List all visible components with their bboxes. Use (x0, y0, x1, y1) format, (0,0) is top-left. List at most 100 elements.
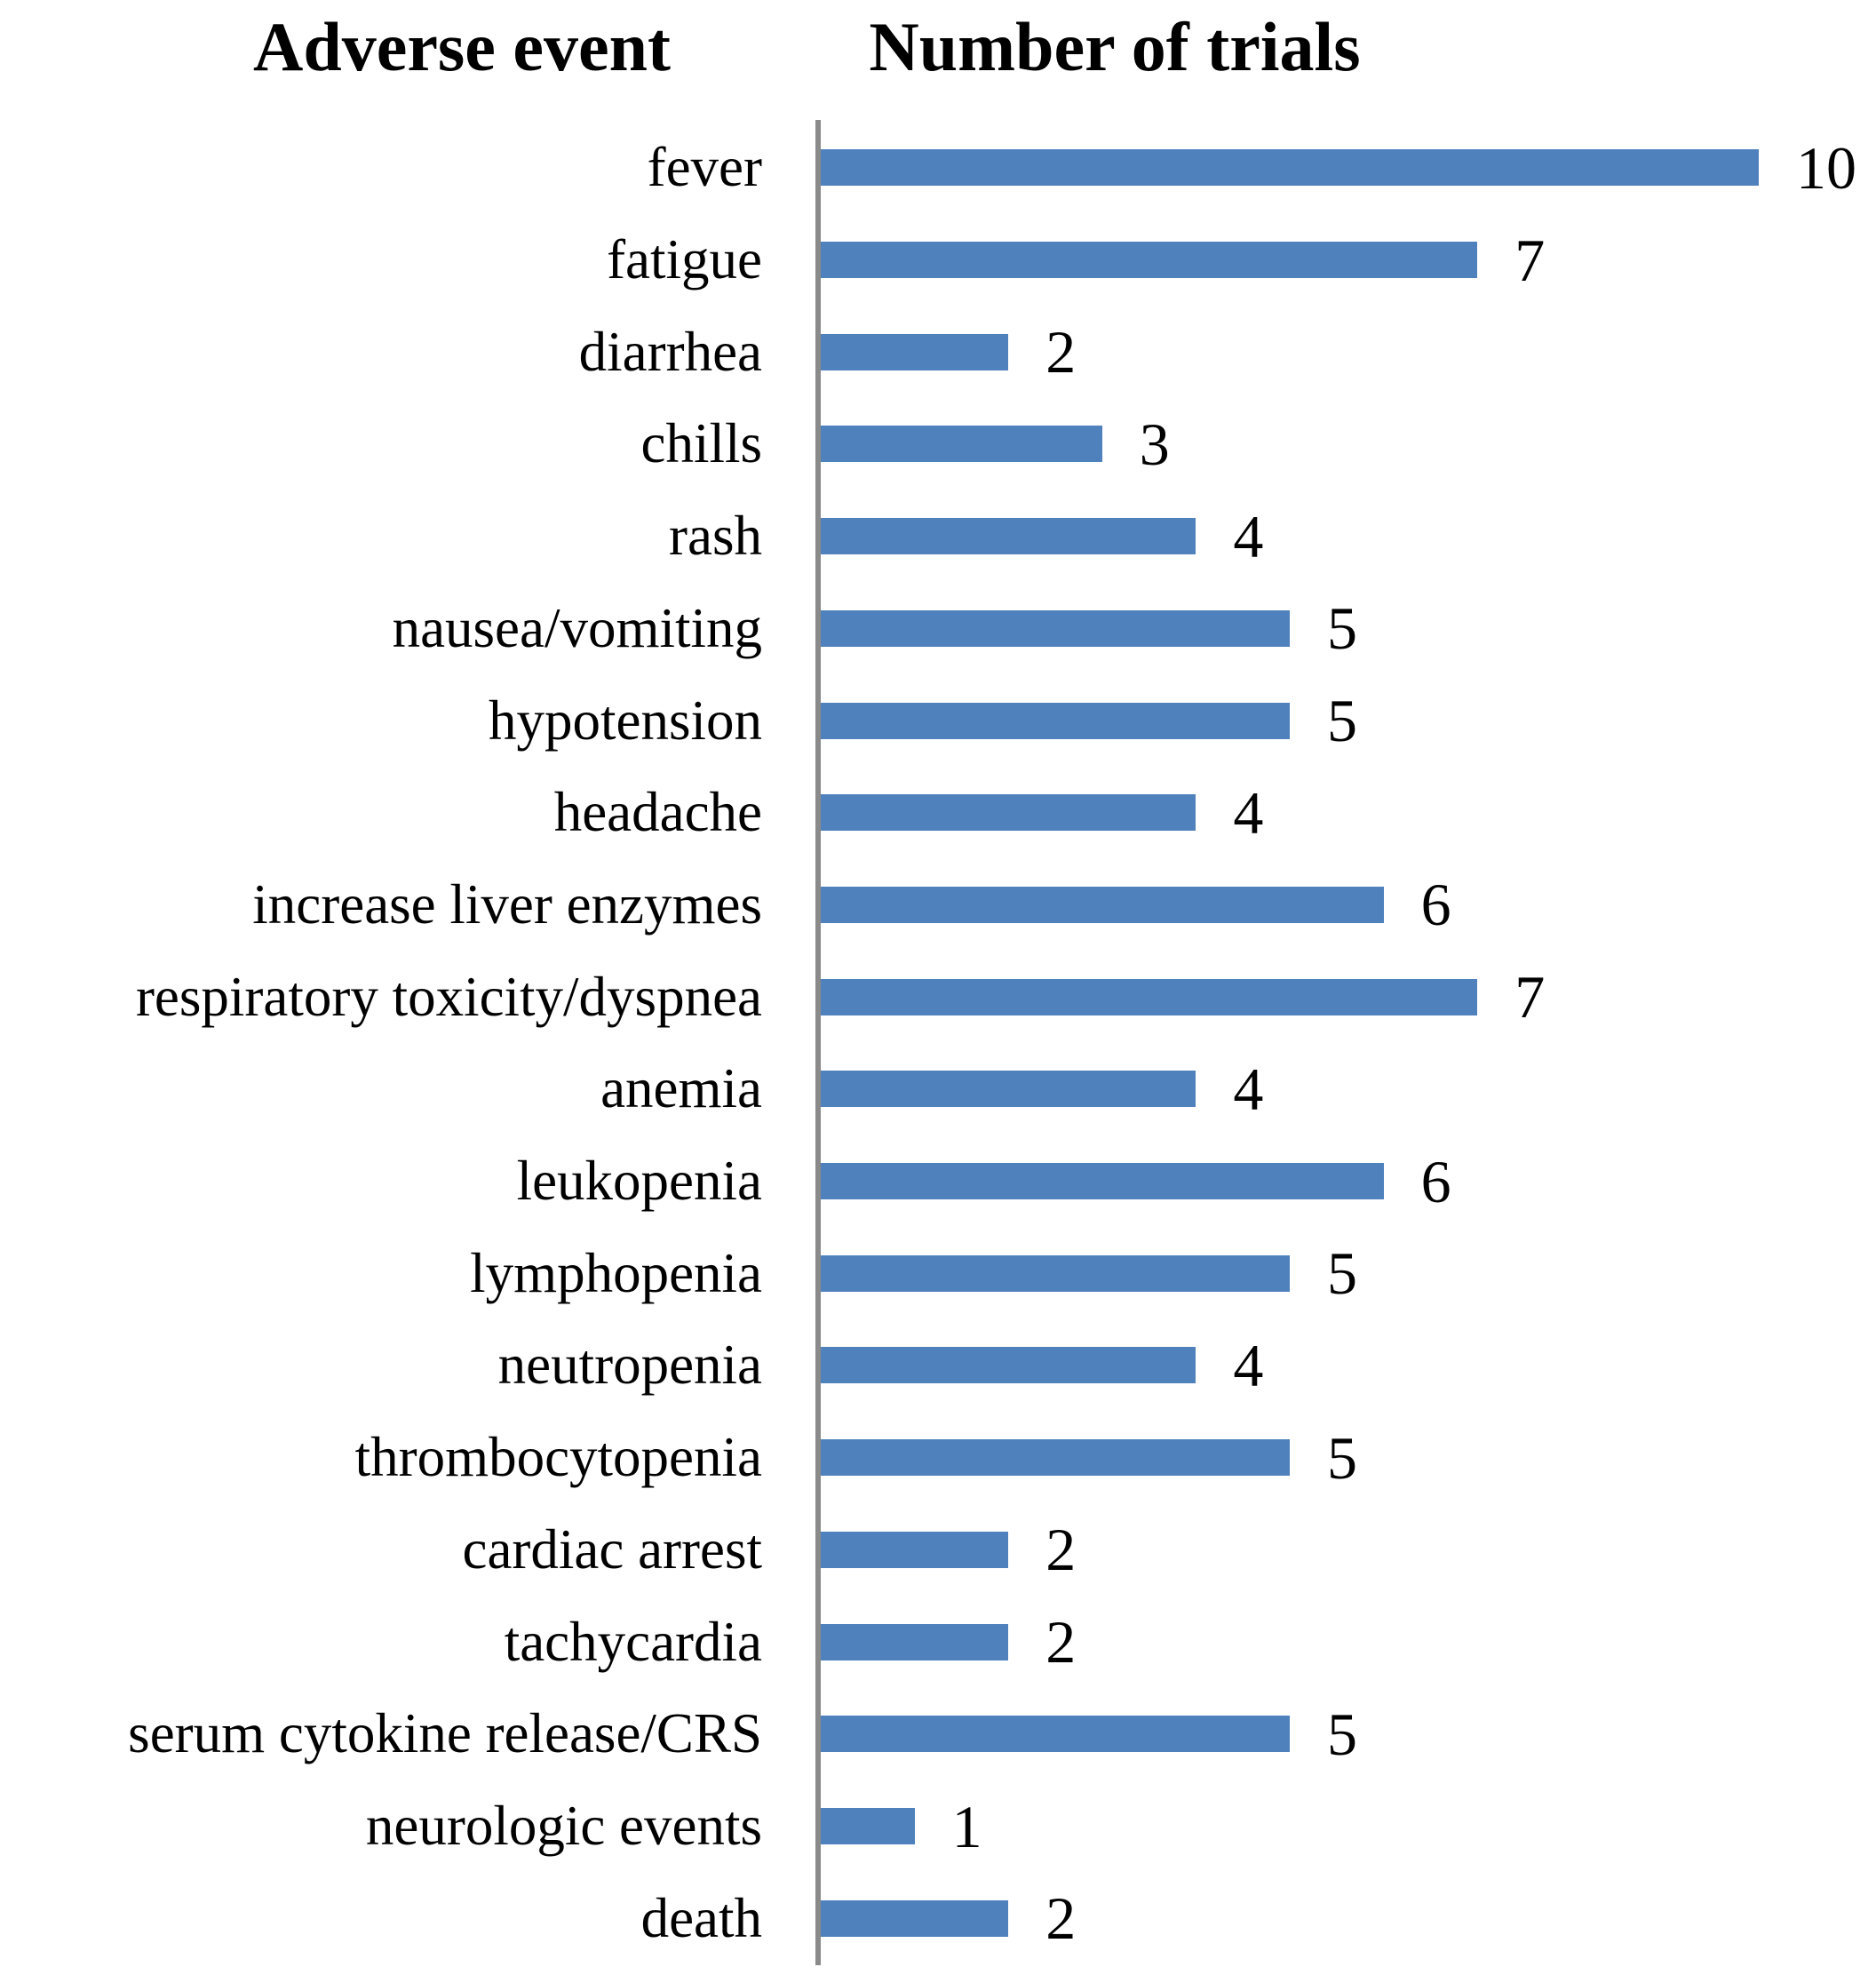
chart-row: neurologic events 1 (0, 1780, 1876, 1873)
chart-row: neutropenia 4 (0, 1319, 1876, 1412)
bar (821, 1716, 1290, 1753)
category-label: neurologic events (365, 1795, 762, 1857)
category-label: serum cytokine release/CRS (128, 1702, 762, 1765)
value-label: 10 (1796, 133, 1856, 202)
value-label: 7 (1514, 963, 1546, 1031)
bar-rows-container: fever 10 fatigue 7 diarrhea 2 chills 3 rash 4 naus… (0, 122, 1876, 1964)
chart-row: hypotension 5 (0, 674, 1876, 767)
bar (821, 1808, 915, 1844)
value-label: 1 (951, 1792, 982, 1860)
chart-row: serum cytokine release/CRS 5 (0, 1688, 1876, 1780)
category-label: leukopenia (516, 1150, 762, 1213)
value-label: 4 (1233, 1331, 1264, 1399)
category-label: cardiac arrest (462, 1517, 763, 1581)
chart-row: respiratory toxicity/dyspnea 7 (0, 951, 1876, 1043)
bar (821, 1899, 1009, 1937)
category-label: tachycardia (504, 1610, 762, 1673)
bar-track: 4 (817, 1043, 1876, 1135)
bar (821, 1439, 1290, 1477)
chart-row: cardiac arrest 2 (0, 1504, 1876, 1597)
bar (821, 702, 1290, 739)
bar (821, 426, 1102, 463)
bar (821, 242, 1478, 279)
bar (821, 1347, 1196, 1384)
category-label: death (640, 1886, 762, 1949)
chart-row: fever 10 (0, 122, 1876, 214)
chart-row: thrombocytopenia 5 (0, 1412, 1876, 1504)
value-label: 5 (1327, 594, 1357, 663)
chart-row: rash 4 (0, 490, 1876, 583)
bar-track: 5 (817, 1688, 1876, 1780)
category-axis-line (815, 120, 821, 1965)
bar (821, 978, 1478, 1015)
bar-track: 6 (817, 1135, 1876, 1228)
column-header-adverse-event: Adverse event (252, 8, 672, 85)
bar (821, 609, 1290, 647)
chart-row: chills 3 (0, 398, 1876, 490)
value-label: 4 (1233, 502, 1264, 570)
chart-row: lymphopenia 5 (0, 1227, 1876, 1319)
category-label: hypotension (489, 689, 762, 752)
value-label: 5 (1327, 687, 1357, 755)
bar-track: 2 (817, 306, 1876, 398)
chart-row: nausea/vomiting 5 (0, 583, 1876, 675)
bar-track: 7 (817, 214, 1876, 307)
chart-row: tachycardia 2 (0, 1596, 1876, 1688)
category-label: increase liver enzymes (252, 872, 762, 936)
category-label: respiratory toxicity/dyspnea (135, 965, 762, 1028)
category-label: thrombocytopenia (354, 1426, 762, 1489)
category-label: chills (640, 412, 763, 475)
bar-track: 5 (817, 1227, 1876, 1319)
bar-track: 6 (817, 859, 1876, 952)
bar (821, 794, 1196, 832)
value-label: 4 (1233, 778, 1264, 847)
category-label: fatigue (607, 228, 762, 291)
category-label: fever (647, 136, 762, 199)
bar-track: 2 (817, 1596, 1876, 1688)
category-label: headache (553, 781, 762, 844)
bar (821, 1254, 1290, 1292)
bar-track: 4 (817, 767, 1876, 859)
bar-track: 5 (817, 1412, 1876, 1504)
chart-row: leukopenia 6 (0, 1135, 1876, 1228)
value-label: 2 (1045, 1608, 1077, 1676)
bar (821, 518, 1196, 555)
category-label: lymphopenia (470, 1241, 762, 1304)
bar-track: 5 (817, 674, 1876, 767)
chart-row: fatigue 7 (0, 214, 1876, 307)
value-label: 5 (1327, 1700, 1357, 1768)
value-label: 3 (1139, 410, 1170, 478)
bar-track: 10 (817, 122, 1876, 214)
chart-row: headache 4 (0, 767, 1876, 859)
bar-track: 2 (817, 1872, 1876, 1964)
value-label: 5 (1327, 1423, 1357, 1492)
chart-row: diarrhea 2 (0, 306, 1876, 398)
value-label: 6 (1420, 1147, 1451, 1215)
category-label: neutropenia (497, 1334, 762, 1397)
category-label: diarrhea (578, 320, 762, 383)
value-label: 6 (1420, 871, 1451, 939)
bar (821, 1531, 1009, 1568)
value-label: 2 (1045, 1516, 1077, 1584)
value-label: 2 (1045, 1884, 1077, 1953)
bar (821, 333, 1009, 370)
bar-track: 3 (817, 398, 1876, 490)
chart-row: death 2 (0, 1872, 1876, 1964)
bar-track: 2 (817, 1504, 1876, 1597)
column-header-number-of-trials: Number of trials (869, 8, 1361, 85)
bar-track: 4 (817, 490, 1876, 583)
bar (821, 1163, 1384, 1200)
bar (821, 1071, 1196, 1108)
value-label: 5 (1327, 1239, 1357, 1308)
bar (821, 886, 1384, 923)
category-label: anemia (600, 1057, 762, 1120)
bar-track: 4 (817, 1319, 1876, 1412)
value-label: 2 (1045, 318, 1077, 386)
bar-track: 1 (817, 1780, 1876, 1873)
category-label: nausea/vomiting (392, 596, 762, 659)
chart-row: anemia 4 (0, 1043, 1876, 1135)
bar-track: 5 (817, 583, 1876, 675)
value-label: 4 (1233, 1055, 1264, 1123)
bar (821, 1623, 1009, 1660)
